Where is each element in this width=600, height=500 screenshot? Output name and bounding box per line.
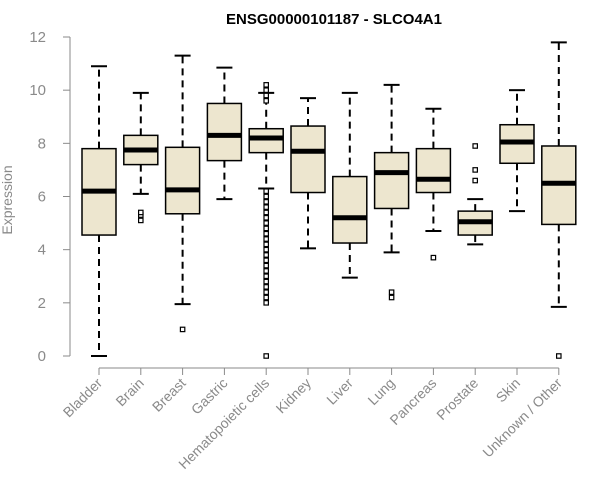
- y-tick-label: 6: [38, 189, 46, 206]
- outlier-point: [472, 143, 479, 149]
- outlier-point: [388, 294, 395, 301]
- outlier-point: [263, 252, 270, 258]
- y-tick-label: 12: [29, 29, 46, 46]
- x-tick-label: Bladder: [60, 375, 106, 421]
- outlier-point: [263, 289, 270, 296]
- x-tick-label: Prostate: [433, 375, 481, 423]
- box-kidney: [290, 97, 326, 250]
- box-bladder: [81, 65, 117, 357]
- iqr-box: [290, 125, 326, 194]
- box-lung: [373, 83, 410, 301]
- outlier-point: [472, 167, 479, 173]
- outlier-point: [263, 241, 270, 248]
- outlier-point: [263, 262, 270, 269]
- y-axis-label: Expression: [0, 165, 15, 234]
- outlier-point: [430, 254, 437, 261]
- outlier-point: [263, 300, 270, 306]
- outlier-point: [263, 278, 270, 285]
- outlier-point: [263, 257, 270, 264]
- outlier-point: [263, 225, 270, 232]
- iqr-box: [415, 147, 452, 194]
- iqr-box: [206, 102, 243, 162]
- box-pancreas: [415, 107, 452, 261]
- box-prostate: [457, 143, 493, 246]
- iqr-box: [332, 175, 368, 244]
- outlier-point: [263, 188, 270, 194]
- outlier-point: [263, 268, 270, 274]
- y-tick-label: 10: [29, 82, 46, 99]
- outlier-point: [263, 199, 270, 205]
- outlier-point: [388, 289, 395, 296]
- y-tick-label: 2: [38, 295, 46, 312]
- outlier-point: [263, 284, 270, 290]
- box-skin: [499, 89, 535, 213]
- y-tick-label: 8: [38, 135, 46, 152]
- outlier-point: [263, 204, 270, 210]
- x-tick-label: Liver: [323, 375, 356, 408]
- y-tick-label: 0: [38, 348, 46, 365]
- outlier-point: [179, 326, 186, 333]
- outlier-point: [472, 177, 479, 184]
- outlier-point: [263, 230, 270, 237]
- x-tick-label: Breast: [149, 375, 189, 415]
- outlier-point: [263, 353, 270, 359]
- axes: 0 2 4 6 8 10 12: [29, 29, 560, 375]
- outlier-point: [138, 209, 144, 216]
- y-tick-label: 4: [38, 242, 46, 259]
- x-tick-label: Unknown / Other: [479, 375, 565, 461]
- x-tick-label: Brain: [112, 375, 146, 409]
- outlier-point: [138, 217, 144, 224]
- box-hematopoietic-cells: [248, 82, 284, 359]
- outlier-point: [263, 209, 270, 216]
- outlier-point: [555, 353, 562, 359]
- iqr-box: [248, 127, 284, 154]
- outlier-point: [263, 97, 270, 104]
- box-brain: [123, 91, 159, 224]
- box-unknown-other: [541, 41, 577, 359]
- iqr-box: [373, 151, 410, 210]
- outlier-point: [263, 87, 270, 93]
- box-gastric: [206, 66, 243, 201]
- outlier-point: [263, 193, 270, 200]
- boxes: [81, 41, 577, 359]
- box-liver: [332, 91, 368, 279]
- outlier-point: [263, 294, 270, 301]
- outlier-point: [263, 236, 270, 242]
- iqr-box: [164, 146, 201, 215]
- chart-title: ENSG00000101187 - SLCO4A1: [226, 11, 442, 28]
- x-tick-label: Kidney: [273, 375, 315, 417]
- outlier-point: [263, 220, 270, 226]
- outlier-point: [263, 92, 270, 99]
- outlier-point: [263, 246, 270, 253]
- box-breast: [164, 54, 201, 333]
- x-tick-label: Lung: [364, 375, 397, 408]
- outlier-point: [263, 273, 270, 280]
- outlier-point: [263, 214, 270, 221]
- x-tick-label: Skin: [493, 375, 524, 406]
- outlier-point: [263, 82, 270, 88]
